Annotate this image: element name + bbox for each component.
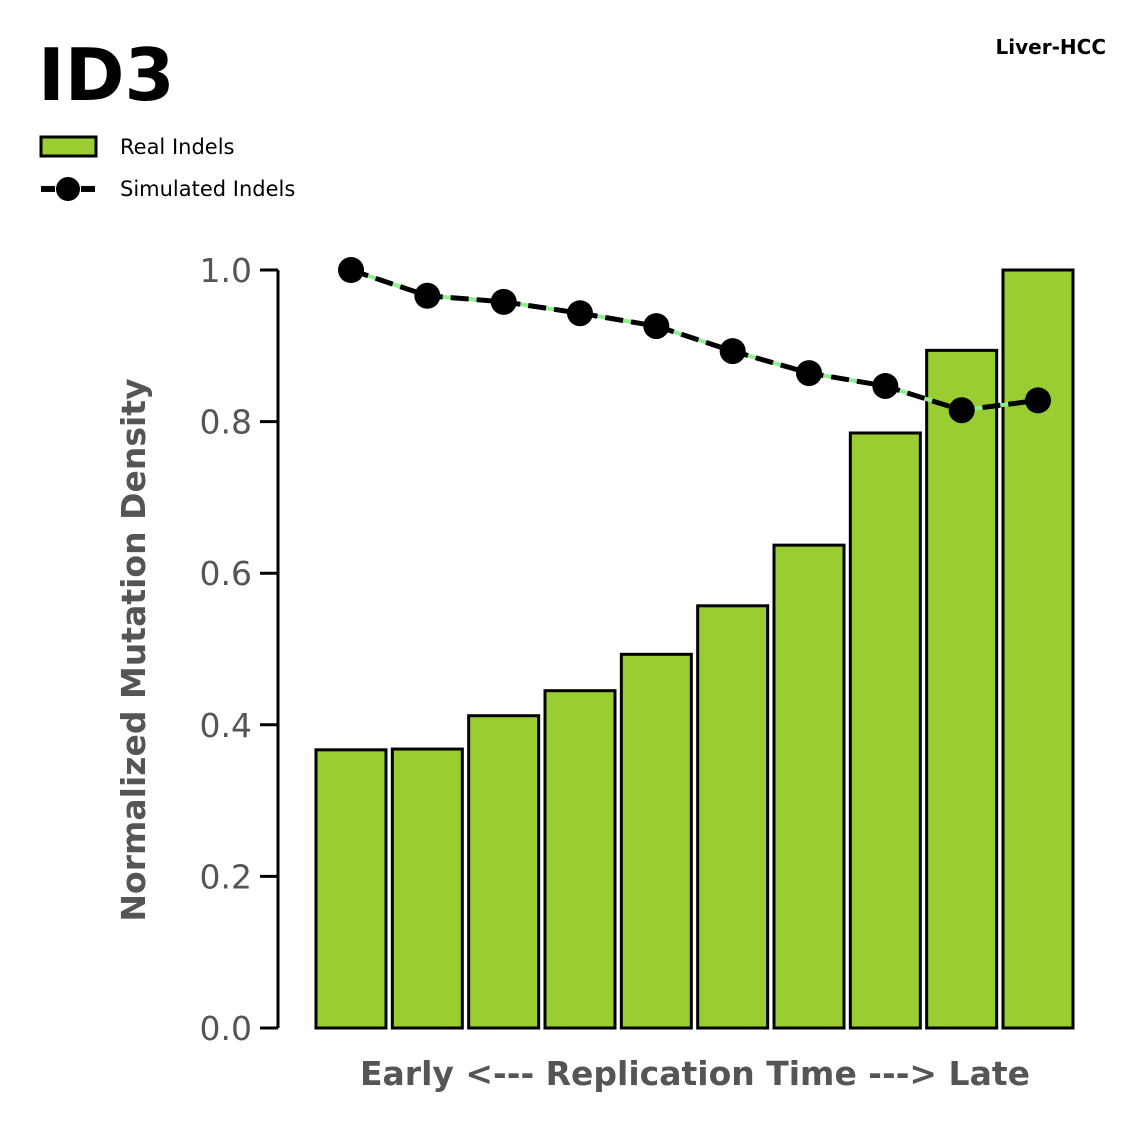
bar-real-indels-2 xyxy=(390,747,464,1030)
simulated-point-5 xyxy=(643,313,670,340)
legend-label-simulated: Simulated Indels xyxy=(120,177,295,201)
bar-real-indels-9 xyxy=(925,348,999,1030)
y-axis: 0.0 0.2 0.4 0.6 0.8 1.0 xyxy=(200,251,280,1048)
y-tick-label: 0.0 xyxy=(200,1009,252,1048)
simulated-point-2 xyxy=(414,282,441,309)
legend: Real Indels Simulated Indels xyxy=(39,135,295,201)
bar-real-indels-5 xyxy=(619,652,693,1030)
simulated-point-9 xyxy=(948,397,975,424)
legend-swatch-simulated-marker xyxy=(56,177,80,201)
y-tick-label: 0.2 xyxy=(200,857,252,896)
simulated-point-4 xyxy=(567,300,593,327)
simulated-line-path xyxy=(350,267,1039,413)
simulated-point-3 xyxy=(490,288,517,315)
bar-real-indels-1 xyxy=(314,748,388,1030)
simulated-point-10 xyxy=(1025,387,1051,414)
bar-real-indels-7 xyxy=(772,543,846,1030)
simulated-point-8 xyxy=(872,372,899,399)
bar-real-indels-4 xyxy=(543,689,617,1030)
chart-title: ID3 xyxy=(38,33,175,117)
y-tick-label: 1.0 xyxy=(200,251,252,290)
simulated-point-6 xyxy=(719,338,746,365)
bar-real-indels-3 xyxy=(467,714,541,1030)
legend-label-real: Real Indels xyxy=(120,135,234,159)
bar-real-indels-10 xyxy=(1001,268,1075,1030)
y-axis-label: Normalized Mutation Density xyxy=(114,378,153,921)
y-tick-label: 0.6 xyxy=(200,554,252,593)
y-tick-label: 0.4 xyxy=(200,706,252,745)
x-axis-label: Early <--- Replication Time ---> Late xyxy=(360,1054,1030,1093)
chart-subtitle: Liver-HCC xyxy=(996,35,1106,59)
simulated-point-7 xyxy=(796,360,822,387)
bar-real-indels-6 xyxy=(696,604,770,1030)
simulated-line xyxy=(338,257,1051,424)
y-tick-label: 0.8 xyxy=(200,403,252,442)
bar-real-indels-8 xyxy=(848,431,922,1030)
simulated-point-1 xyxy=(338,257,364,283)
legend-swatch-real xyxy=(39,135,98,158)
bars xyxy=(314,268,1075,1030)
